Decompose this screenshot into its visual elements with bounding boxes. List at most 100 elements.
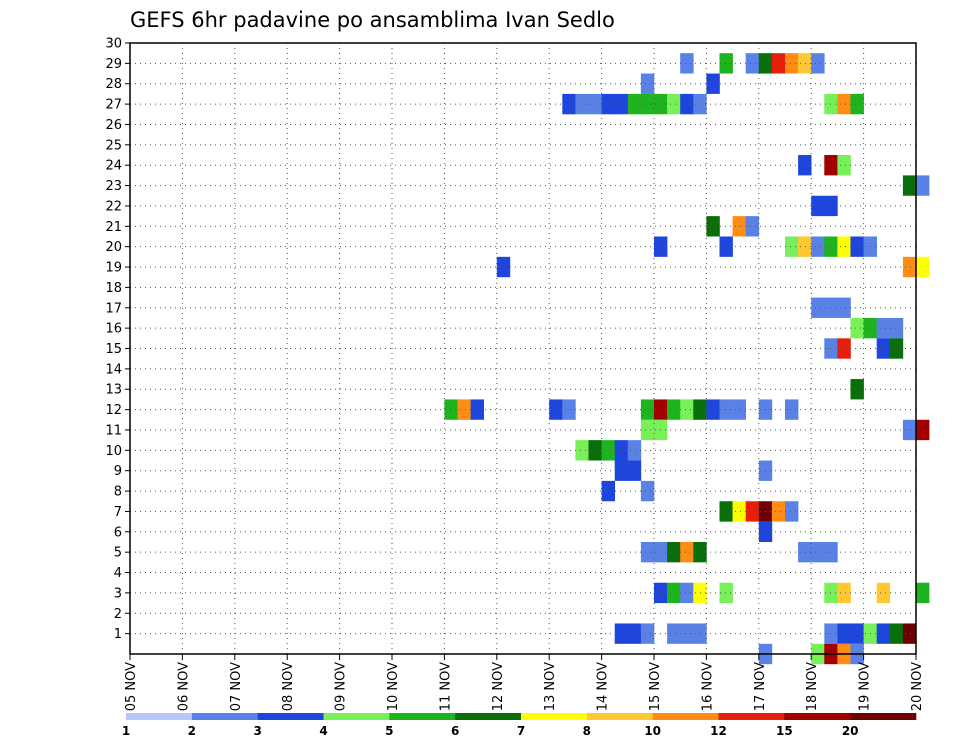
precip-cell <box>562 399 576 420</box>
precip-cell <box>667 541 681 563</box>
precip-cell <box>837 93 851 115</box>
y-tick-label: 23 <box>105 179 122 194</box>
precip-cell <box>837 623 851 644</box>
y-tick-label: 10 <box>105 444 122 459</box>
precip-cell <box>850 317 864 339</box>
y-tick-label: 30 <box>105 37 122 52</box>
x-tick-label: 16 NOV <box>700 662 715 711</box>
x-tick-label: 05 NOV <box>124 662 139 711</box>
y-tick-label: 19 <box>105 261 122 276</box>
precip-cell <box>889 623 904 644</box>
precip-cell <box>640 73 655 94</box>
precip-cell <box>614 93 629 115</box>
precip-cell <box>680 93 694 115</box>
colorbar-swatch <box>718 713 785 720</box>
heatmap-cells <box>444 53 930 665</box>
colorbar-label: 20 <box>842 724 859 738</box>
x-tick-label: 17 NOV <box>753 662 768 711</box>
y-tick-label: 2 <box>114 607 122 622</box>
colorbar-swatch <box>521 713 588 720</box>
x-tick-label: 19 NOV <box>858 662 873 711</box>
colorbar-label: 6 <box>451 724 459 738</box>
y-tick-label: 17 <box>105 301 122 316</box>
precip-cell <box>876 623 891 644</box>
x-tick-label: 08 NOV <box>281 662 296 711</box>
y-tick-label: 12 <box>105 403 122 418</box>
precip-cell <box>902 623 917 644</box>
y-tick-label: 22 <box>105 199 122 214</box>
precip-cell <box>902 175 917 196</box>
colorbar-swatch <box>784 713 851 720</box>
precip-cell <box>667 623 681 644</box>
precip-cell <box>798 541 812 563</box>
precip-cell <box>706 216 720 237</box>
y-tick-label: 5 <box>114 546 122 561</box>
colorbar-label: 15 <box>776 724 793 738</box>
y-tick-label: 7 <box>114 505 122 520</box>
precip-cell <box>640 399 655 420</box>
colorbar-label: 8 <box>583 724 591 738</box>
precip-cell <box>745 216 760 237</box>
precip-cell <box>732 216 746 237</box>
x-tick-label: 12 NOV <box>491 662 506 711</box>
precip-cell <box>719 501 733 522</box>
precip-cell <box>798 53 812 74</box>
precip-cell <box>680 582 694 604</box>
precip-cell <box>667 399 681 420</box>
precip-cell <box>850 236 864 257</box>
precip-cell <box>457 399 471 420</box>
precip-cell <box>785 399 799 420</box>
precip-cell <box>601 93 615 115</box>
y-tick-label: 16 <box>105 322 122 337</box>
colorbar-swatch <box>191 713 258 720</box>
precip-cell <box>732 399 746 420</box>
precip-cell <box>837 155 851 176</box>
precip-cell <box>876 317 891 339</box>
x-tick-label: 09 NOV <box>334 662 349 711</box>
y-tick-label: 3 <box>114 586 122 601</box>
precip-cell <box>719 399 733 420</box>
x-tick-label: 10 NOV <box>386 662 401 711</box>
precip-cell <box>837 338 851 359</box>
colorbar-swatch <box>586 713 653 720</box>
y-tick-label: 11 <box>105 423 122 438</box>
precip-cell <box>614 440 629 461</box>
precip-cell <box>640 93 655 115</box>
y-tick-label: 18 <box>105 281 122 296</box>
precip-cell <box>902 256 917 278</box>
precip-cell <box>627 623 642 644</box>
precip-cell <box>680 53 694 74</box>
precip-cell <box>719 582 733 604</box>
precip-cell <box>640 623 655 644</box>
y-tick-label: 28 <box>105 77 122 92</box>
precip-cell <box>811 53 825 74</box>
colorbar-label: 3 <box>253 724 261 738</box>
precip-cell <box>562 93 576 115</box>
colorbar-swatch <box>455 713 522 720</box>
precip-cell <box>601 440 615 461</box>
colorbar-label: 10 <box>644 724 661 738</box>
precip-cell <box>680 541 694 563</box>
precip-cell <box>798 155 812 176</box>
colorbar-label: 5 <box>385 724 393 738</box>
y-tick-label: 13 <box>105 383 122 398</box>
colorbar-label: 2 <box>188 724 196 738</box>
precip-cell <box>470 399 484 420</box>
y-tick-label: 6 <box>114 525 122 540</box>
x-tick-label: 20 NOV <box>910 662 925 711</box>
precip-cell <box>876 338 891 359</box>
precip-cell <box>745 501 760 522</box>
precip-cell <box>916 256 930 278</box>
y-tick-label: 29 <box>105 57 122 72</box>
x-tick-label: 15 NOV <box>648 662 663 711</box>
precip-cell <box>627 440 642 461</box>
y-axis: 1234567891011121314151617181920212223242… <box>105 37 130 642</box>
precip-cell <box>785 236 799 257</box>
y-tick-label: 27 <box>105 98 122 113</box>
y-tick-label: 24 <box>105 159 122 174</box>
colorbar: 1 2 3 4 5 6 7 8 10 12 15 20 <box>122 713 917 738</box>
precip-cell <box>444 399 458 420</box>
y-tick-label: 8 <box>114 485 122 500</box>
precip-cell <box>496 256 511 278</box>
